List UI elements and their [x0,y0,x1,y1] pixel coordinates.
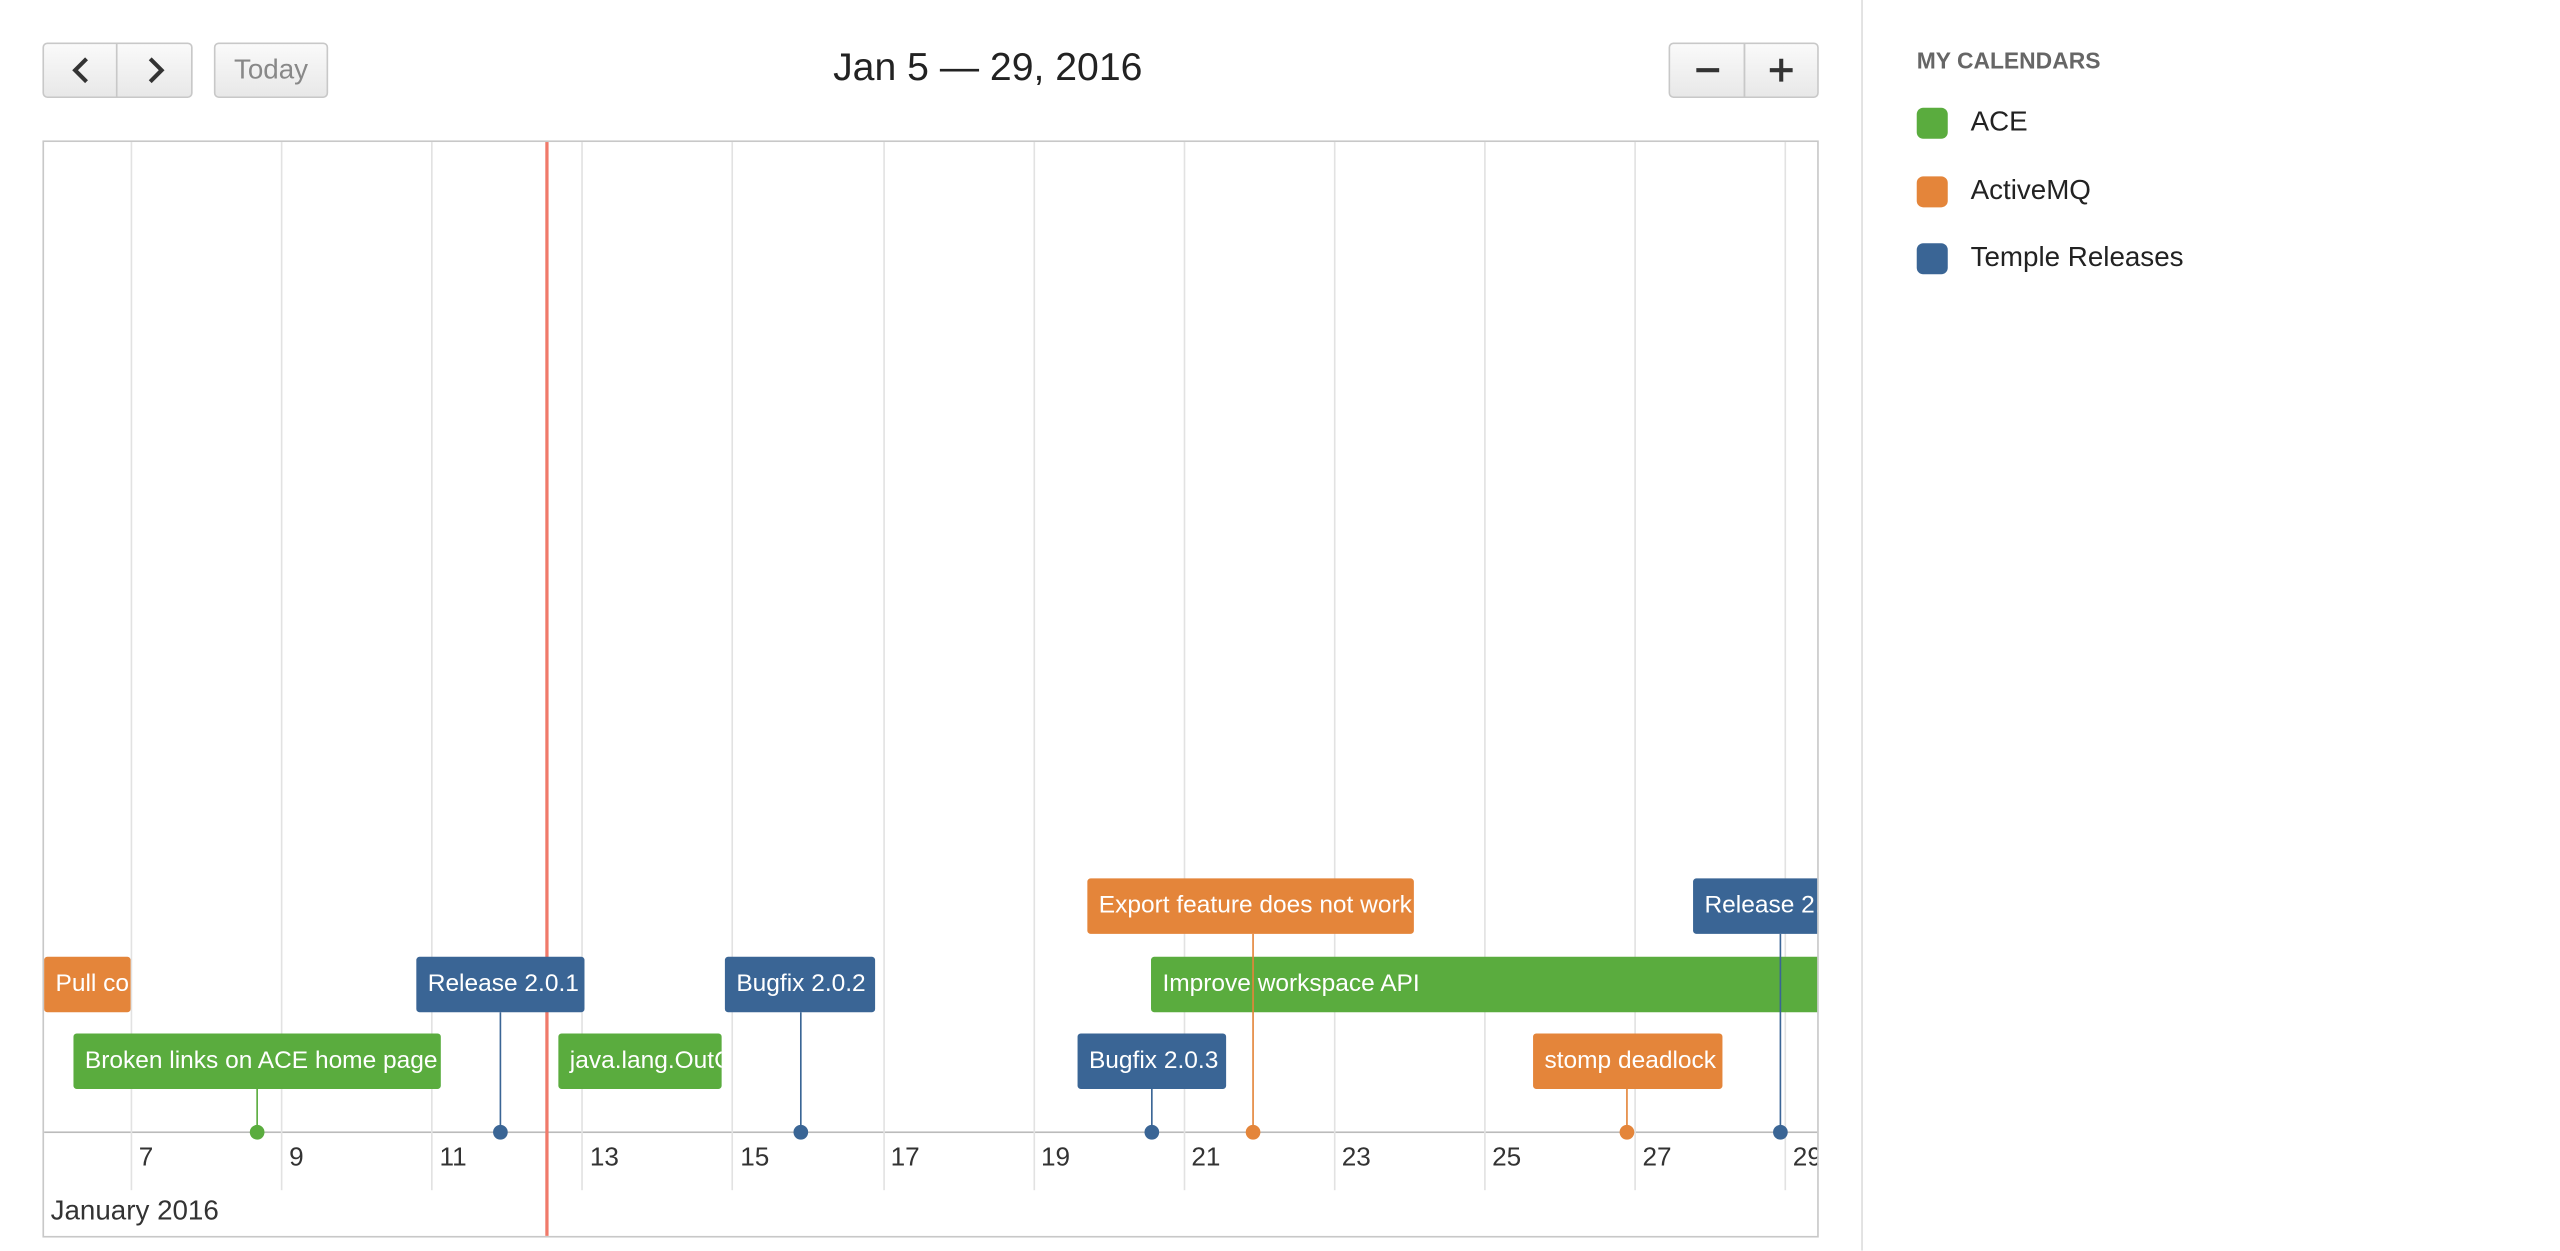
calendar-swatch [1916,107,1948,139]
grid-line [1032,142,1035,1191]
day-label: 23 [1341,1144,1371,1173]
prev-button[interactable] [42,42,118,98]
next-button[interactable] [115,42,193,98]
axis-line [44,1131,1818,1134]
calendar-swatch [1916,175,1948,207]
event-stem [1252,933,1254,1132]
plus-icon [1769,58,1793,82]
event[interactable]: Bugfix 2.0.2 [724,956,876,1013]
grid-line [1634,142,1636,1191]
day-label: 29 [1792,1144,1817,1173]
calendar-name: ACE [1970,106,2028,138]
event-dot [493,1124,508,1140]
grid-line [581,142,584,1191]
day-label: 9 [289,1144,304,1173]
day-label: 15 [740,1144,770,1173]
grid-line [1333,142,1336,1191]
event-dot [249,1124,265,1140]
grid-line [431,142,433,1191]
event-dot [1619,1124,1635,1140]
event-stem [499,1012,502,1132]
sidebar-heading: MY CALENDARS [1916,47,2101,74]
grid-line [1183,142,1185,1191]
event[interactable]: Release 2.0.1 [416,956,585,1013]
day-label: 21 [1191,1144,1221,1173]
today-button[interactable]: Today [213,42,329,98]
month-label: January 2016 [50,1195,219,1227]
grid-line [882,142,885,1191]
event[interactable]: stomp deadlock [1533,1033,1723,1089]
grid-line [1784,142,1787,1191]
calendar-name: Temple Releases [1970,241,2184,273]
zoom-out-button[interactable] [1668,42,1746,98]
prev-icon [72,57,88,84]
next-icon [148,57,165,84]
grid-line [732,142,734,1191]
event[interactable]: Bugfix 2.0.3 [1077,1033,1227,1089]
main-panel [1861,0,1863,1251]
event-stem [799,1012,802,1132]
grid-line [1483,142,1486,1191]
day-label: 25 [1492,1144,1522,1173]
event-dot [793,1124,809,1140]
event-stem [1779,933,1782,1132]
range-title: Jan 5 — 29, 2016 [833,45,1143,90]
day-label: 19 [1040,1144,1071,1173]
event[interactable]: Pull co [44,956,131,1013]
zoom-in-button[interactable] [1743,42,1819,98]
event-dot [1245,1124,1261,1140]
event-stem [1626,1088,1628,1132]
day-label: 17 [890,1144,920,1173]
event-dot [1144,1124,1160,1140]
event-stem [256,1088,258,1132]
current-time-line [545,142,549,1236]
event[interactable]: java.lang.OutC [558,1033,722,1089]
day-label: 27 [1642,1144,1672,1173]
day-label: 7 [138,1144,154,1173]
calendar-swatch [1916,243,1948,275]
grid-line [280,142,283,1191]
event[interactable]: Release 2. [1693,878,1818,934]
event[interactable]: Improve workspace API [1151,956,1818,1013]
event[interactable]: Export feature does not work [1087,878,1414,934]
event-stem [1151,1088,1153,1132]
day-label: 11 [439,1144,467,1173]
event[interactable]: Broken links on ACE home page [73,1033,441,1089]
minus-icon [1696,68,1720,73]
grid-line [130,142,133,1191]
timeline: January 2016 7 9 11 13 15 17 19 21 23 25 27 29 Broke… [42,140,1819,1238]
event-dot [1773,1124,1788,1140]
calendar-name: ActiveMQ [1970,173,2091,205]
day-label: 13 [589,1144,619,1173]
